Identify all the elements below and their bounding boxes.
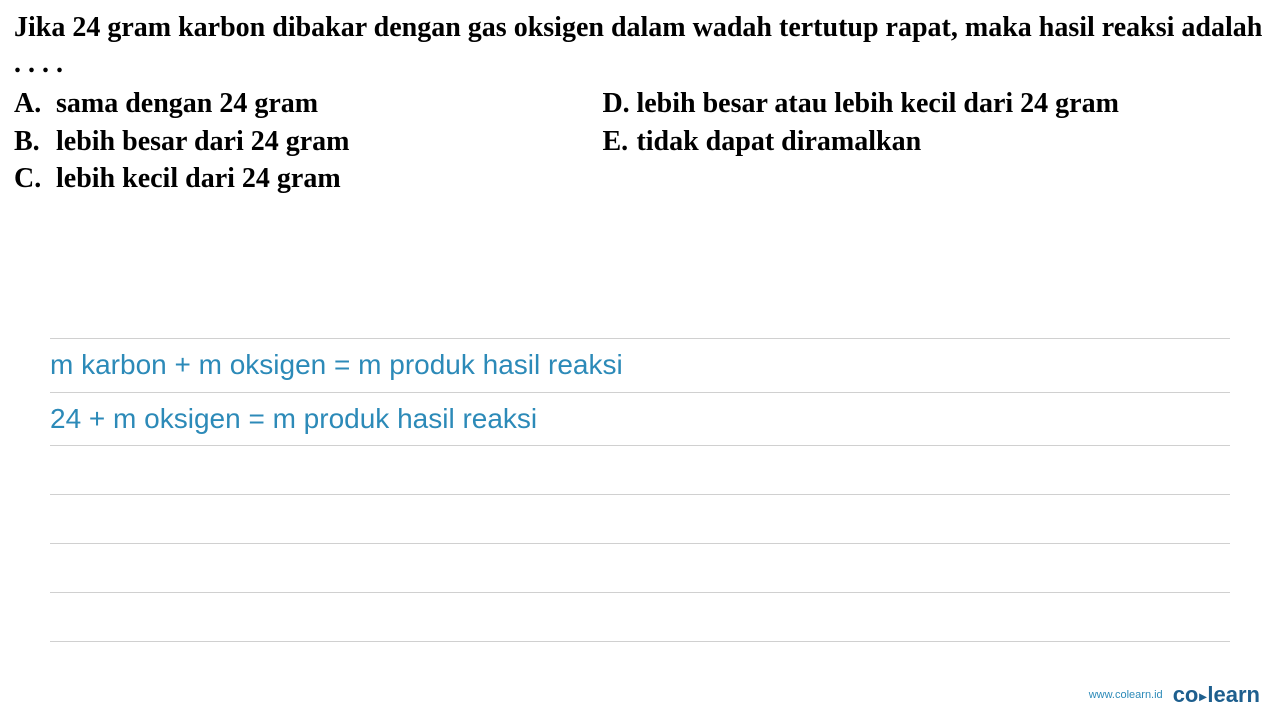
option-letter: B. — [14, 123, 56, 161]
option-letter: A. — [14, 85, 56, 123]
option-letter: D. — [602, 85, 636, 123]
footer-url: www.colearn.id — [1089, 689, 1163, 701]
empty-line — [50, 544, 1230, 593]
empty-line — [50, 495, 1230, 544]
option-d: D. lebih besar atau lebih kecil dari 24 … — [602, 85, 1266, 123]
option-letter: E. — [602, 123, 636, 161]
arrow-icon: ▸ — [1199, 688, 1206, 704]
option-b: B. lebih besar dari 24 gram — [14, 123, 602, 161]
answer-line-1: m karbon + m oksigen = m produk hasil re… — [50, 338, 1230, 392]
answer-line-2: 24 + m oksigen = m produk hasil reaksi — [50, 393, 1230, 446]
answer-section: m karbon + m oksigen = m produk hasil re… — [0, 338, 1280, 642]
question-text: Jika 24 gram karbon dibakar dengan gas o… — [14, 10, 1266, 83]
option-text: lebih kecil dari 24 gram — [56, 160, 602, 198]
options-right-column: D. lebih besar atau lebih kecil dari 24 … — [602, 85, 1266, 198]
logo-co: co — [1173, 682, 1199, 707]
option-text: tidak dapat diramalkan — [636, 123, 1266, 161]
option-c: C. lebih kecil dari 24 gram — [14, 160, 602, 198]
question-container: Jika 24 gram karbon dibakar dengan gas o… — [0, 0, 1280, 198]
logo-learn: learn — [1207, 682, 1260, 707]
option-a: A. sama dengan 24 gram — [14, 85, 602, 123]
option-text: lebih besar atau lebih kecil dari 24 gra… — [636, 85, 1266, 123]
option-text: lebih besar dari 24 gram — [56, 123, 602, 161]
option-letter: C. — [14, 160, 56, 198]
options-row: A. sama dengan 24 gram B. lebih besar da… — [14, 85, 1266, 198]
footer-logo: co▸learn — [1173, 682, 1260, 708]
footer: www.colearn.id co▸learn — [1089, 682, 1260, 708]
empty-line — [50, 446, 1230, 495]
option-text: sama dengan 24 gram — [56, 85, 602, 123]
empty-line — [50, 593, 1230, 642]
options-left-column: A. sama dengan 24 gram B. lebih besar da… — [14, 85, 602, 198]
option-e: E. tidak dapat diramalkan — [602, 123, 1266, 161]
